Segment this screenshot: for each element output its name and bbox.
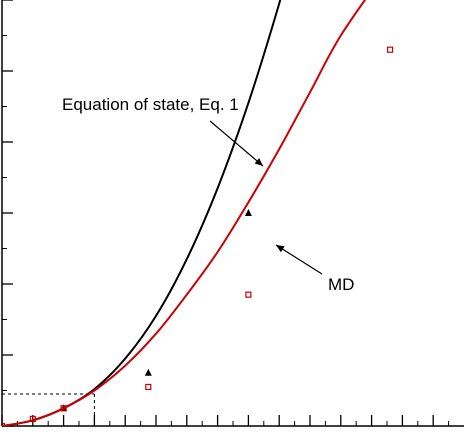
reference-lines [2, 393, 95, 426]
annotation-eos-arrow-head [254, 158, 263, 166]
annotation-eos-label: Equation of state, Eq. 1 [62, 95, 239, 114]
series-layer [2, 0, 394, 426]
series-md [2, 0, 394, 426]
annotation-eos-arrow-line [209, 120, 264, 167]
data-point-md [386, 46, 394, 53]
axes-layer [1, 0, 464, 427]
annotation-md-arrow-head [276, 245, 285, 253]
data-point-md [245, 291, 252, 298]
data-point-md [60, 405, 67, 412]
data-point-eos [244, 209, 252, 216]
annotation-layer: Equation of state, Eq. 1 MD [62, 95, 354, 294]
series-eos [2, 0, 282, 426]
annotation-md-label: MD [328, 275, 354, 294]
annotation-md-arrow-line [275, 244, 323, 275]
data-point-md [29, 415, 36, 422]
series-line-md [2, 0, 367, 426]
data-point-eos [144, 368, 152, 376]
series-line-eos [2, 0, 282, 426]
data-point-md [145, 383, 152, 391]
